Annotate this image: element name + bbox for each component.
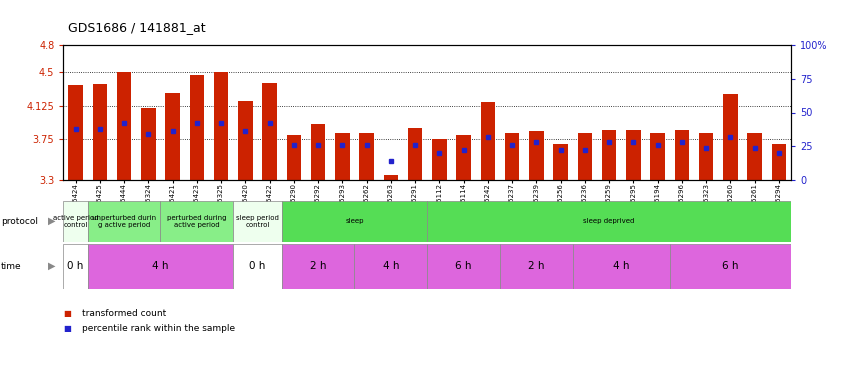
Text: 6 h: 6 h [722,261,739,271]
Bar [723,94,738,180]
Text: protocol: protocol [1,217,38,226]
Text: 2 h: 2 h [528,261,545,271]
Bar [262,83,277,180]
Text: 6 h: 6 h [455,261,472,271]
Text: 4 h: 4 h [152,261,168,271]
Bar [674,130,689,180]
Bar [578,133,592,180]
Bar [165,93,180,180]
Bar [408,128,422,180]
Text: 4 h: 4 h [382,261,399,271]
Bar [214,72,228,180]
Text: ■: ■ [63,324,71,333]
Bar [287,135,301,180]
Bar [747,133,762,180]
Bar [335,133,349,180]
Bar [238,101,253,180]
Bar [670,244,791,289]
Bar [63,244,88,289]
Bar [772,144,786,180]
Text: 4 h: 4 h [613,261,629,271]
Bar [88,201,161,242]
Bar [190,75,204,180]
Text: 2 h: 2 h [310,261,327,271]
Bar [602,130,617,180]
Bar [573,244,670,289]
Bar [699,133,713,180]
Bar [432,139,447,180]
Bar [651,133,665,180]
Text: sleep period
control: sleep period control [236,215,279,228]
Bar [383,176,398,180]
Bar [92,84,107,180]
Bar [117,72,131,180]
Bar [282,201,427,242]
Bar [354,244,427,289]
Text: percentile rank within the sample: percentile rank within the sample [82,324,235,333]
Text: 0 h: 0 h [68,261,84,271]
Bar [427,244,500,289]
Bar [233,244,282,289]
Text: ▶: ▶ [48,216,56,226]
Bar [626,130,640,180]
Text: unperturbed durin
g active period: unperturbed durin g active period [92,215,157,228]
Text: ▶: ▶ [48,261,56,271]
Text: transformed count: transformed count [82,309,167,318]
Text: perturbed during
active period: perturbed during active period [168,215,227,228]
Text: 0 h: 0 h [250,261,266,271]
Bar [141,108,156,180]
Bar [427,201,791,242]
Bar [69,86,83,180]
Bar [553,144,568,180]
Text: ■: ■ [63,309,71,318]
Text: active period
control: active period control [52,215,98,228]
Bar [500,244,573,289]
Text: time: time [1,262,21,271]
Text: sleep deprived: sleep deprived [584,218,634,224]
Bar [282,244,354,289]
Text: GDS1686 / 141881_at: GDS1686 / 141881_at [68,21,206,34]
Text: sleep: sleep [345,218,364,224]
Bar [481,102,495,180]
Bar [63,201,88,242]
Bar [360,133,374,180]
Bar [310,124,326,180]
Bar [529,131,544,180]
Bar [505,133,519,180]
Bar [233,201,282,242]
Bar [88,244,233,289]
Bar [161,201,233,242]
Bar [456,135,471,180]
